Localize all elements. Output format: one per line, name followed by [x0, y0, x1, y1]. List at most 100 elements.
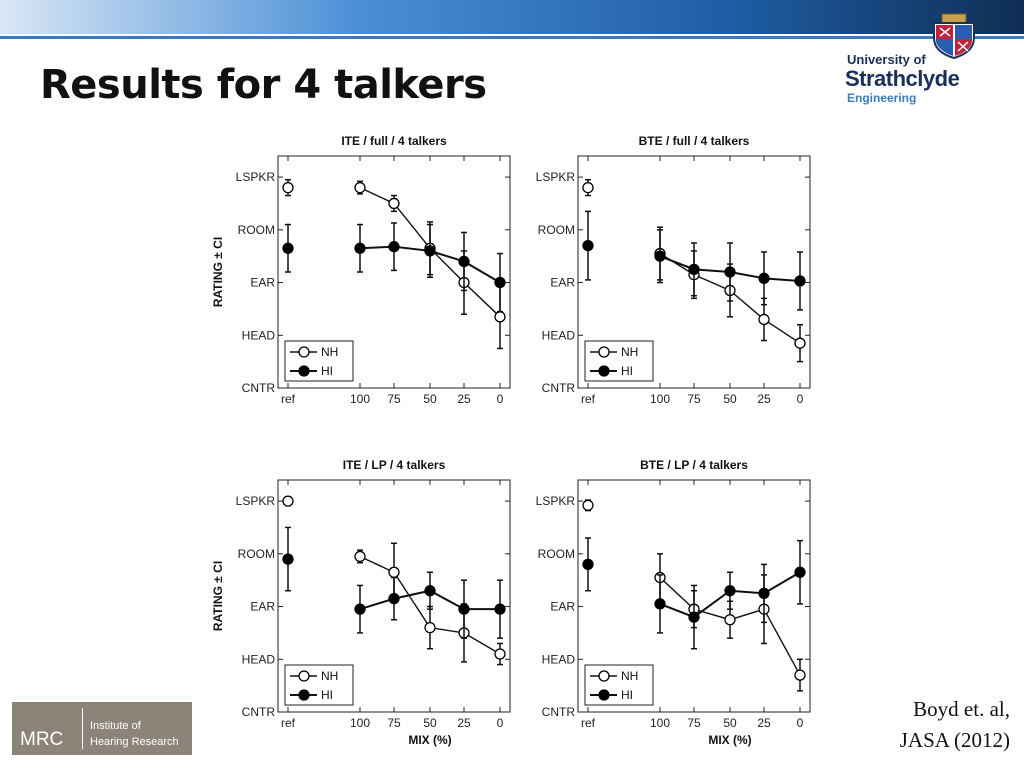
y-tick-label: CNTR [542, 381, 576, 395]
data-point-nh [282, 495, 294, 507]
legend-box [284, 664, 354, 706]
mrc-logo-text: MRC [20, 729, 64, 750]
data-point-hi [794, 275, 806, 287]
y-tick-label: HEAD [542, 328, 576, 342]
legend-label: HI [321, 688, 333, 702]
legend-label: HI [321, 364, 333, 378]
data-point-nh [794, 669, 806, 681]
data-point-hi [494, 603, 506, 615]
legend-marker [298, 689, 310, 701]
chart-bte-lp: BTE / LP / 4 talkers CNTR HEAD EAR ROOM LSPKR… [505, 452, 815, 747]
data-point-nh [354, 550, 366, 563]
data-point-hi [424, 585, 436, 597]
x-tick-label: 0 [797, 392, 804, 406]
data-point-hi [458, 603, 470, 615]
data-point-nh [582, 181, 594, 194]
header-divider-line [0, 36, 1024, 39]
data-point-hi [354, 603, 366, 615]
chart-ite-lp: ITE / LP / 4 talkers CNTR HEAD EAR ROOM LSPKR… [205, 452, 515, 747]
data-point-hi [688, 611, 700, 623]
x-tick-label: 25 [757, 716, 771, 730]
data-point-nh [494, 648, 506, 660]
x-tick-label: 100 [350, 392, 370, 406]
y-tick-label: LSPKR [236, 170, 276, 184]
university-logo: University of Strathclyde Engineering [840, 12, 990, 108]
data-point-hi [494, 276, 506, 289]
chart-title: BTE / LP / 4 talkers [640, 458, 748, 472]
y-tick-label: ROOM [238, 223, 275, 237]
y-tick-label: LSPKR [236, 494, 276, 508]
legend-label: HI [621, 688, 633, 702]
chart-svg: ITE / full / 4 talkers CNTR HEAD EAR ROOM LSP… [211, 134, 511, 406]
x-tick-label: 0 [797, 716, 804, 730]
y-tick-label: CNTR [242, 381, 276, 395]
chart-svg: ITE / LP / 4 talkers CNTR HEAD EAR ROOM LSPKR… [211, 458, 511, 747]
legend-box [284, 340, 354, 382]
data-point-hi [654, 250, 666, 262]
header-gradient-bar [0, 0, 1024, 34]
citation-line2: JASA (2012) [899, 728, 1010, 752]
chart-title: BTE / full / 4 talkers [639, 134, 750, 148]
x-tick-label: ref [281, 392, 296, 406]
legend-label: NH [321, 669, 338, 683]
legend-box [584, 340, 654, 382]
x-tick-label: 50 [723, 716, 737, 730]
y-tick-label: EAR [250, 276, 275, 290]
x-tick-label: 50 [423, 392, 437, 406]
y-tick-label: HEAD [242, 652, 276, 666]
legend-label: NH [621, 345, 638, 359]
mrc-logo-separator [82, 708, 83, 749]
y-axis-label: RATING ± CI [211, 561, 225, 631]
legend-marker [598, 670, 610, 682]
x-tick-label: 25 [457, 716, 471, 730]
y-tick-label: CNTR [242, 705, 276, 719]
y-tick-label: ROOM [538, 223, 575, 237]
data-point-nh [494, 311, 506, 323]
citation: Boyd et. al, JASA (2012) [900, 694, 1010, 756]
data-point-hi [354, 242, 366, 254]
data-point-nh [354, 181, 366, 194]
data-point-nh [282, 181, 294, 194]
data-point-hi [724, 585, 736, 597]
y-axis-label: RATING ± CI [211, 237, 225, 307]
chart-bte-full: BTE / full / 4 talkers CNTR HEAD EAR ROOM LSP… [505, 128, 815, 413]
data-point-hi [282, 553, 294, 565]
legend-marker [598, 346, 610, 358]
data-point-nh [758, 313, 770, 326]
logo-engineering: Engineering [847, 91, 917, 105]
data-point-hi [724, 266, 736, 278]
legend-box [584, 664, 654, 706]
y-tick-label: EAR [550, 600, 575, 614]
mrc-logo-line1: Institute of [90, 720, 141, 732]
citation-line1: Boyd et. al, [913, 697, 1010, 721]
data-point-hi [758, 272, 770, 284]
x-axis-label: MIX (%) [408, 733, 451, 747]
legend-label: NH [621, 669, 638, 683]
x-tick-label: 75 [687, 716, 701, 730]
mrc-ihr-logo: MRC Institute of Hearing Research [12, 702, 192, 755]
x-tick-label: 100 [650, 392, 670, 406]
data-point-hi [582, 558, 594, 571]
slide-title: Results for 4 talkers [40, 62, 487, 108]
y-tick-label: EAR [550, 276, 575, 290]
x-axis-label: MIX (%) [708, 733, 751, 747]
logo-university-of: University of [847, 52, 926, 67]
legend-label: HI [621, 364, 633, 378]
chart-title: ITE / LP / 4 talkers [343, 458, 446, 472]
x-tick-label: 75 [387, 716, 401, 730]
y-tick-label: LSPKR [536, 494, 576, 508]
x-tick-label: 75 [687, 392, 701, 406]
data-point-hi [388, 592, 400, 605]
data-point-hi [582, 239, 594, 252]
legend-marker [598, 689, 610, 701]
y-tick-label: HEAD [542, 652, 576, 666]
x-tick-label: 50 [423, 716, 437, 730]
chart-svg: BTE / full / 4 talkers CNTR HEAD EAR ROOM LSP… [536, 134, 811, 406]
data-point-nh [388, 197, 400, 210]
mrc-logo-line2: Hearing Research [90, 736, 179, 748]
data-point-nh [794, 337, 806, 349]
data-point-hi [458, 255, 470, 268]
data-point-hi [758, 587, 770, 600]
y-tick-label: EAR [250, 600, 275, 614]
data-point-nh [582, 499, 594, 511]
